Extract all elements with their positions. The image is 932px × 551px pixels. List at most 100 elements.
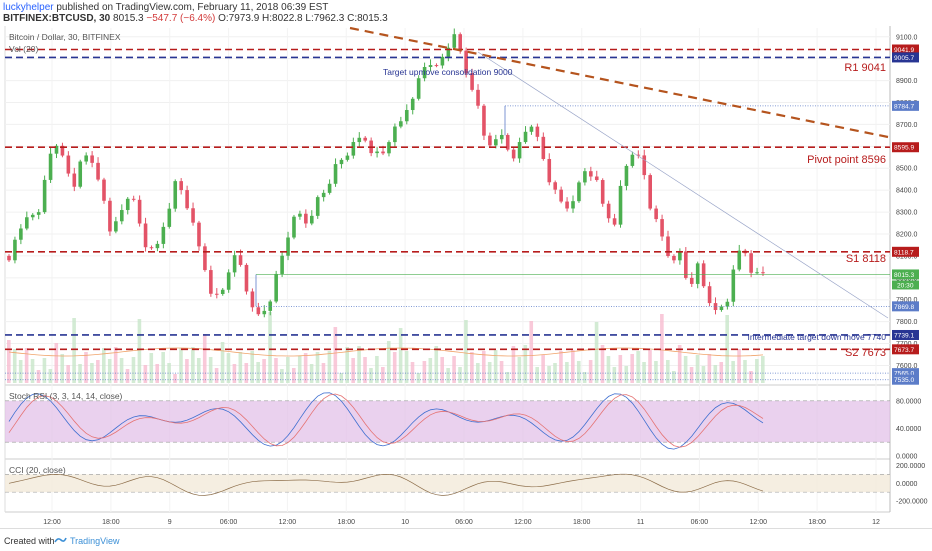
level-price-label: 7739.1 (894, 332, 915, 339)
candle-body (719, 306, 724, 311)
volume-bar (7, 340, 11, 383)
candle-body (416, 78, 421, 99)
candle-body (143, 223, 148, 248)
price-tick-label: 8300.0 (896, 210, 918, 217)
candle (84, 152, 88, 165)
candle (719, 304, 724, 312)
candle-body (84, 155, 88, 162)
candle (707, 281, 712, 307)
candle (185, 185, 189, 211)
candle-body (678, 251, 682, 261)
volume-bar (179, 348, 183, 383)
volume-bar (386, 341, 391, 383)
candle-body (185, 190, 189, 209)
candle (30, 213, 35, 221)
level-price-box (892, 142, 919, 153)
volume-bar (559, 351, 563, 383)
volume-bar (398, 328, 403, 383)
volume-bar (24, 348, 29, 383)
volume-bar (286, 357, 290, 383)
level-price-label: 7673.7 (894, 347, 915, 354)
candle-body (618, 185, 623, 225)
candle-body (220, 289, 225, 294)
candle (274, 270, 278, 304)
candle-body (761, 272, 765, 274)
candle (446, 43, 451, 62)
time-tick-label: 06:00 (455, 519, 473, 526)
volume-bar (185, 359, 189, 383)
candle (155, 240, 160, 252)
volume-bar (191, 347, 195, 383)
price-tick-label: 8200.0 (896, 231, 918, 238)
candle-body (125, 198, 130, 211)
price-tick-label: 8400.0 (896, 188, 918, 195)
candle-body (636, 154, 641, 156)
volume-bar (357, 346, 361, 383)
candle-body (304, 213, 308, 224)
level-price-box (892, 368, 919, 379)
candle-body (612, 218, 617, 225)
candle (535, 123, 540, 142)
candle-body (695, 263, 700, 284)
time-tick-label: 06:00 (691, 519, 709, 526)
volume-bar (416, 373, 421, 383)
ohlc-values: O:7973.9 H:8022.8 L:7962.3 C:8015.3 (218, 13, 388, 24)
volume-bar (458, 367, 462, 383)
candle (428, 59, 433, 72)
candle-body (7, 255, 11, 261)
candle-body (422, 66, 427, 79)
candle (137, 195, 142, 227)
candle-body (244, 264, 249, 292)
candle-body (357, 137, 362, 143)
volume-bar (392, 352, 397, 383)
candle (589, 166, 593, 181)
level-price-label: 9041.9 (894, 47, 915, 54)
candle-body (452, 34, 457, 48)
level-price-label: 8015.3 (894, 272, 915, 279)
candle (125, 197, 130, 215)
chart-canvas[interactable]: 9100.09000.08900.08800.08700.08600.08500… (0, 0, 932, 528)
candle (143, 217, 148, 252)
tradingview-brand[interactable]: TradingView (70, 536, 120, 546)
candle (672, 254, 676, 264)
stoch-d-line (8, 393, 764, 448)
level-price-box (892, 44, 919, 55)
level-price-box (892, 329, 919, 340)
candle (321, 189, 326, 202)
volume-bar (244, 363, 249, 383)
candle-body (476, 89, 480, 106)
candle (529, 124, 534, 135)
candle-body (553, 182, 558, 190)
candle (523, 126, 528, 144)
candle-body (559, 189, 563, 202)
level-price-label: 9005.7 (894, 55, 915, 62)
candle (636, 150, 641, 159)
candle (476, 84, 480, 109)
volume-bar (671, 371, 676, 383)
candle (256, 302, 261, 316)
volume-bar (315, 352, 320, 383)
candle (232, 250, 237, 277)
volume-bar (648, 350, 652, 383)
candle (642, 149, 647, 180)
candle-body (25, 217, 29, 229)
candle-body (446, 47, 451, 57)
time-tick-label: 12:00 (750, 519, 768, 526)
volume-bar (107, 359, 112, 383)
volume-bar (375, 356, 379, 383)
candle-body (648, 175, 652, 209)
volume-bar (12, 349, 17, 383)
candle (339, 158, 344, 169)
publish-header: luckyhelper published on TradingView.com… (0, 0, 932, 24)
time-tick-label: 12 (872, 519, 880, 526)
volume-bar (523, 345, 528, 383)
candle (577, 180, 581, 203)
candle-body (203, 246, 207, 271)
candle-body (737, 250, 742, 270)
price-tick-label: 8700.0 (896, 122, 918, 129)
volume-bar (576, 361, 581, 383)
candle-body (209, 270, 213, 294)
level-price-label: 7535.0 (894, 377, 915, 384)
author-link[interactable]: luckyhelper (3, 2, 54, 13)
volume-bar (505, 372, 510, 383)
